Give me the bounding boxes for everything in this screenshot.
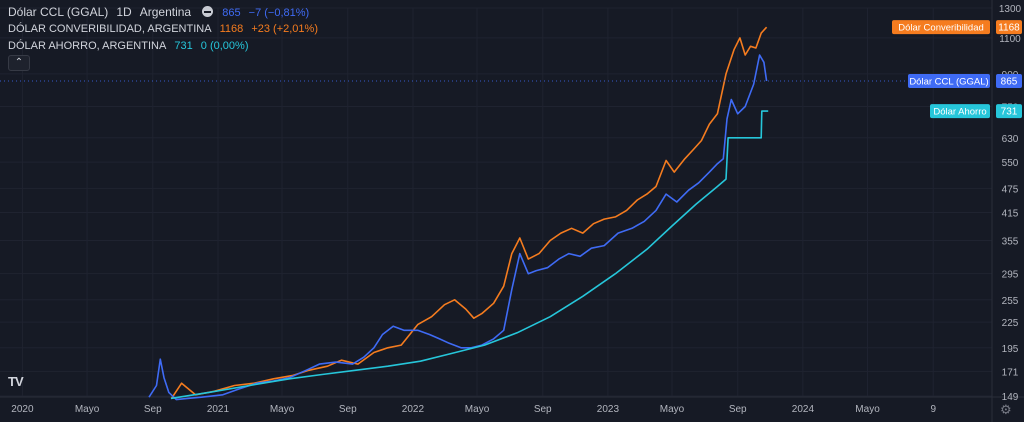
- hide-series-icon[interactable]: [202, 6, 214, 17]
- last-value-labels: Dólar Converibilidad 1168 Dólar CCL (GGAL)…: [892, 20, 1022, 119]
- series2-name[interactable]: DÓLAR CONVERIBILIDAD, ARGENTINA: [8, 23, 212, 35]
- x-tick-label: Sep: [144, 404, 162, 415]
- x-tick-label: Sep: [729, 404, 747, 415]
- x-tick-label: 2024: [792, 404, 815, 415]
- last-value-label: 731: [1001, 107, 1018, 118]
- x-tick-label: Mayo: [75, 404, 100, 415]
- last-value-label-bg: [996, 20, 1022, 35]
- series-name-label-bg: [908, 73, 990, 88]
- y-tick-label: 630: [1002, 134, 1019, 145]
- x-tick-label: Mayo: [855, 404, 880, 415]
- series-name-label: Dólar Ahorro: [933, 107, 986, 118]
- y-tick-label: 475: [1002, 184, 1019, 195]
- series-layer: [0, 26, 992, 401]
- x-tick-label: 2022: [402, 404, 425, 415]
- y-tick-label: 1300: [999, 4, 1022, 15]
- series2-value: 1168: [219, 23, 244, 35]
- tradingview-logo-icon[interactable]: TV: [8, 374, 24, 389]
- gear-icon[interactable]: ⚙: [1000, 402, 1012, 417]
- last-value-label: 1168: [998, 23, 1020, 34]
- y-tick-label: 550: [1002, 158, 1019, 169]
- x-tick-label: Sep: [339, 404, 357, 415]
- y-tick-label: 171: [1002, 367, 1019, 378]
- time-axis: 2020 Mayo Sep 2021 Mayo Sep 2022 Mayo Sep 2023 May…: [11, 404, 936, 415]
- y-tick-label: 355: [1002, 236, 1019, 247]
- interval-label[interactable]: 1D: [116, 5, 132, 19]
- series-name-label-bg: [930, 104, 990, 119]
- series3-change: 0 (0,00%): [200, 40, 249, 52]
- main-symbol-title[interactable]: Dólar CCL (GGAL): [8, 5, 109, 19]
- x-tick-label: Sep: [534, 404, 552, 415]
- y-tick-label: 225: [1002, 318, 1019, 329]
- series2-change: +23 (+2,01%): [251, 23, 318, 35]
- series3-name[interactable]: DÓLAR AHORRO, ARGENTINA: [8, 40, 167, 52]
- y-tick-label: 195: [1002, 344, 1019, 355]
- x-tick-label: Mayo: [660, 404, 685, 415]
- series-name-label: Dólar CCL (GGAL): [909, 76, 988, 87]
- exchange-label: Argentina: [139, 5, 192, 19]
- chevron-up-icon[interactable]: ⌃: [8, 55, 30, 71]
- x-tick-label: Mayo: [270, 404, 295, 415]
- series-line[interactable]: [170, 26, 768, 399]
- series-name-label-bg: [892, 20, 990, 35]
- chart-legend: Dólar CCL (GGAL) 1D Argentina 865 −7 (−0…: [8, 4, 323, 55]
- y-tick-label: 295: [1002, 270, 1019, 281]
- last-value-label-bg: [996, 104, 1022, 119]
- y-tick-label: 149: [1002, 392, 1019, 403]
- x-tick-label: Mayo: [465, 404, 490, 415]
- price-axis: 1491711952252552953554154755506307509001…: [999, 4, 1022, 403]
- y-tick-label: 415: [1002, 209, 1019, 220]
- series-line[interactable]: [170, 110, 769, 400]
- main-value: 865: [222, 7, 241, 19]
- x-tick-label: 9: [930, 404, 936, 415]
- legend-series3-row[interactable]: DÓLAR AHORRO, ARGENTINA 731 0 (0,00%): [8, 38, 323, 55]
- series3-value: 731: [174, 40, 193, 52]
- x-tick-label: 2023: [597, 404, 620, 415]
- x-tick-label: 2021: [207, 404, 230, 415]
- series-name-label: Dólar Converibilidad: [898, 23, 984, 34]
- y-tick-label: 255: [1002, 296, 1019, 307]
- main-change: −7 (−0,81%): [248, 7, 310, 19]
- last-value-label-bg: [996, 73, 1022, 88]
- y-tick-label: 1100: [999, 34, 1021, 45]
- x-tick-label: 2020: [11, 404, 34, 415]
- legend-series2-row[interactable]: DÓLAR CONVERIBILIDAD, ARGENTINA 1168 +23…: [8, 21, 323, 38]
- legend-main-row[interactable]: Dólar CCL (GGAL) 1D Argentina 865 −7 (−0…: [8, 4, 323, 21]
- last-value-label: 865: [1001, 76, 1018, 87]
